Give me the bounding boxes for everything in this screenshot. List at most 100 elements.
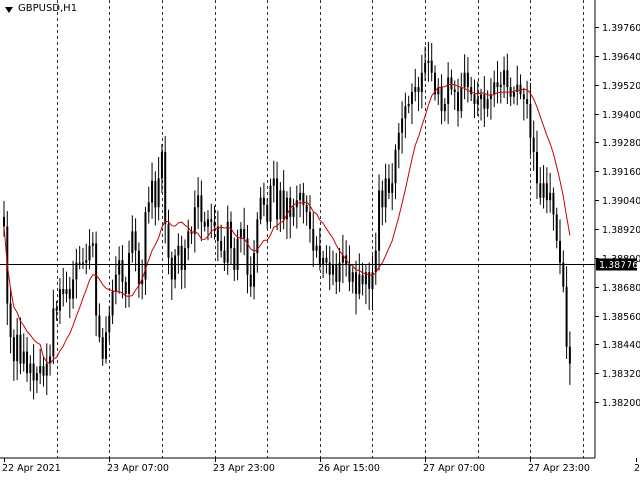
candle-body [401,118,404,133]
candle-body [378,190,381,251]
candle-body [19,334,22,364]
candle-body [522,94,525,100]
y-tick-label: 1.39040 [602,196,640,207]
candle-body [197,195,200,208]
candle-body [58,289,61,311]
candle-body [407,103,410,107]
candle-body [170,257,173,280]
candle-body [98,315,101,338]
candle-body [282,190,285,220]
y-tick-label: 1.38920 [602,225,640,236]
y-tick-label: 1.38560 [602,312,640,323]
y-tick-label: 1.38320 [602,369,640,380]
candle-body [516,84,519,92]
candle-body [529,103,532,138]
candle-body [272,178,275,186]
candle-body [397,132,400,150]
y-tick-label: 1.38800 [602,254,640,265]
candle-body [210,219,213,222]
candle-body [266,204,269,222]
candle-body [328,262,331,275]
candle-body [299,192,302,201]
candle-body [249,274,252,287]
candle-body [216,226,219,241]
candle-body [114,274,117,292]
y-tick-label: 1.39280 [602,138,640,149]
candle-body [259,197,262,220]
candle-body [75,262,78,280]
candle-body [236,238,239,270]
candle-body [355,272,358,294]
candle-body [62,289,65,294]
candle-body [164,152,167,225]
candle-body [49,356,52,364]
candle-body [279,190,282,220]
symbol-label[interactable]: GBPUSD,H1 [18,3,78,14]
candle-body [549,192,552,201]
candle-body [447,77,450,104]
candle-body [499,84,502,88]
candle-body [22,351,25,364]
candle-body [285,197,288,220]
candle-body [427,60,430,64]
candle-body [437,87,440,95]
candle-body [460,87,463,112]
candle-body [193,207,196,234]
candle-body [384,178,387,208]
candle-body [256,219,259,253]
candle-body [124,281,127,294]
candle-body [151,180,154,203]
candle-body [424,63,427,73]
y-tick-label: 1.39640 [602,52,640,63]
y-tick-label: 1.38680 [602,283,640,294]
candle-body [368,272,371,290]
symbol-dropdown-icon[interactable] [5,7,13,13]
candle-body [364,272,367,285]
candle-body [131,231,134,253]
candle-body [72,279,75,299]
candle-body [147,202,150,213]
candle-body [539,183,542,198]
candle-body [108,315,111,333]
candle-body [239,228,242,239]
candle-body [496,82,499,88]
candle-body [312,228,315,251]
candle-body [88,245,91,261]
candle-body [246,238,249,275]
candle-body [190,231,193,234]
candle-body [410,91,413,104]
candle-body [65,289,68,294]
candle-body [512,91,515,97]
candle-body [308,212,311,229]
candle-body [52,308,55,357]
candle-body [154,180,157,208]
candle-body [453,89,456,92]
candle-body [26,351,29,374]
candle-body [489,94,492,100]
candle-body [532,137,535,153]
x-tick-label: 27 Apr 07:00 [423,463,485,474]
candle-body [55,308,58,311]
candle-body [111,291,114,316]
candle-body [417,87,420,92]
candle-body [276,178,279,220]
candle-body [253,252,256,287]
candle-body [203,221,206,227]
candle-body [568,346,571,364]
candle-body [559,240,562,263]
candle-body [480,94,483,100]
candle-body [230,221,233,249]
candle-body [183,248,186,270]
candle-body [85,260,88,263]
candle-body [361,274,364,285]
candle-body [358,274,361,294]
candle-body [91,243,94,246]
candle-body [32,363,35,381]
candle-body [243,228,246,239]
candle-body [332,265,334,275]
candle-body [473,94,476,104]
candle-body [374,250,377,273]
candle-body [483,94,486,109]
